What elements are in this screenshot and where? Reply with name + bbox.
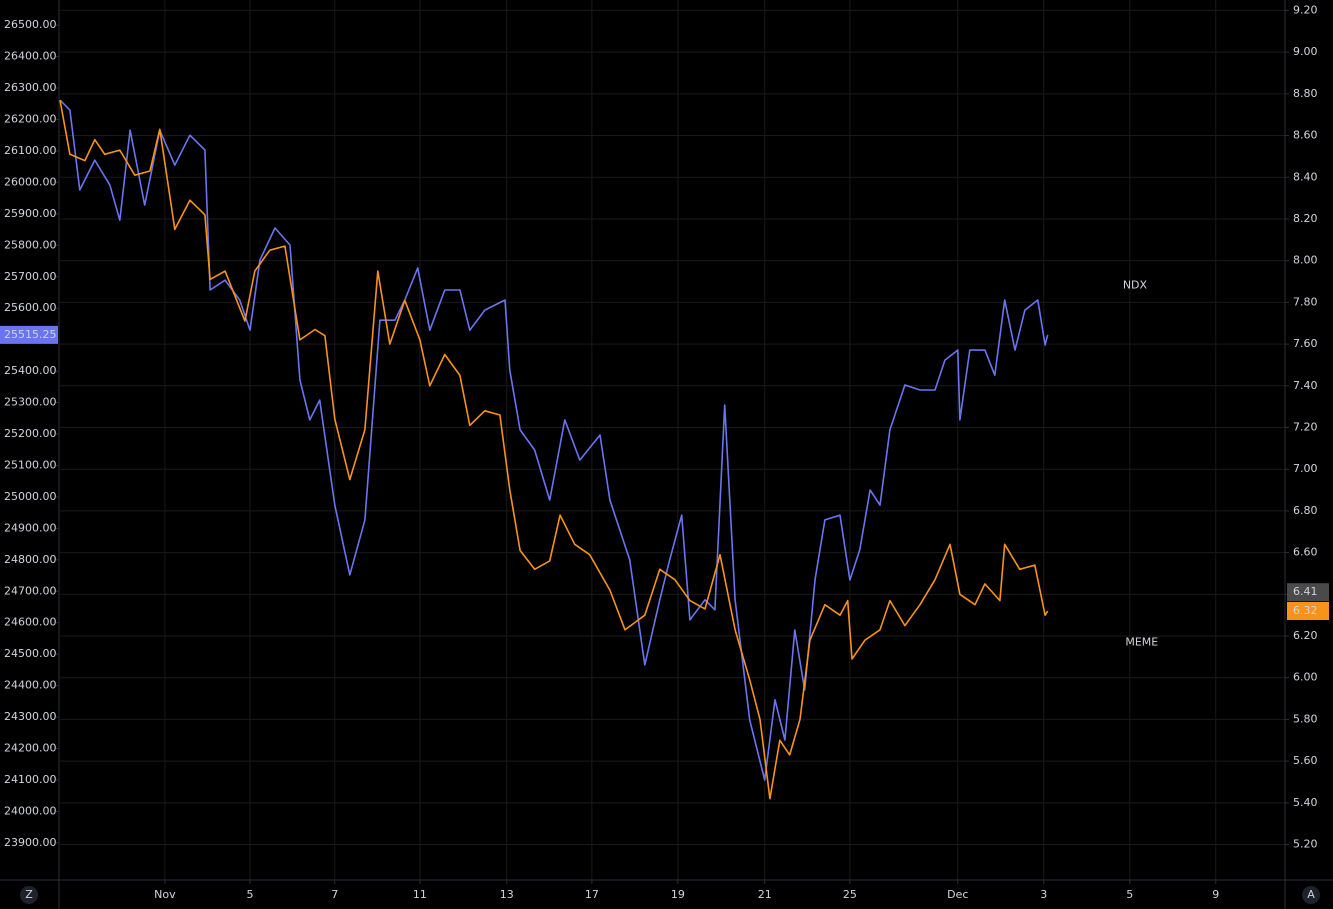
x-tick-label: 7 xyxy=(331,888,338,901)
y-tick-label: 26200.00 xyxy=(4,113,57,126)
y-tick-label: 24200.00 xyxy=(4,742,57,755)
y-tick-label: 24700.00 xyxy=(4,584,57,597)
y2-tick-label: 7.20 xyxy=(1293,420,1318,433)
y-tick-label: 26300.00 xyxy=(4,81,57,94)
y-tick-label: 26000.00 xyxy=(4,175,57,188)
button-label[interactable]: Z xyxy=(25,888,33,901)
y-tick-label: 24900.00 xyxy=(4,521,57,534)
y2-tick-label: 8.20 xyxy=(1293,212,1318,225)
y2-tick-label: 9.20 xyxy=(1293,3,1318,16)
x-tick-label: 5 xyxy=(247,888,254,901)
y2-tick-label: 8.40 xyxy=(1293,170,1318,183)
price-tag xyxy=(1287,583,1329,602)
price-tag xyxy=(0,325,58,344)
price-tag-label: 6.41 xyxy=(1293,585,1318,598)
y2-tick-label: 8.60 xyxy=(1293,129,1318,142)
y2-tick-label: 5.40 xyxy=(1293,796,1318,809)
y-tick-label: 25000.00 xyxy=(4,490,57,503)
button[interactable] xyxy=(20,886,38,904)
y-tick-label: 25200.00 xyxy=(4,427,57,440)
annotation: NDX xyxy=(1123,279,1148,292)
price-tag-label: 6.32 xyxy=(1293,604,1318,617)
y2-tick-label: 7.60 xyxy=(1293,337,1318,350)
y-tick-label: 25700.00 xyxy=(4,270,57,283)
y-tick-label: 25900.00 xyxy=(4,207,57,220)
button[interactable] xyxy=(1302,886,1320,904)
x-tick-label: 3 xyxy=(1040,888,1047,901)
y2-tick-label: 5.60 xyxy=(1293,754,1318,767)
y-tick-label: 23900.00 xyxy=(4,836,57,849)
y2-tick-label: 7.00 xyxy=(1293,462,1318,475)
x-tick-label: 17 xyxy=(585,888,599,901)
y-tick-label: 26400.00 xyxy=(4,50,57,63)
x-tick-label: Dec xyxy=(947,888,968,901)
y2-tick-label: 9.00 xyxy=(1293,45,1318,58)
y2-tick-label: 6.60 xyxy=(1293,546,1318,559)
price-tag xyxy=(1287,601,1329,620)
x-tick-label: Nov xyxy=(154,888,176,901)
y-tick-label: 26500.00 xyxy=(4,18,57,31)
y2-tick-label: 6.00 xyxy=(1293,671,1318,684)
x-tick-label: 13 xyxy=(500,888,514,901)
button-label[interactable]: A xyxy=(1307,888,1315,901)
y-tick-label: 24000.00 xyxy=(4,804,57,817)
y2-tick-label: 6.80 xyxy=(1293,504,1318,517)
y-tick-label: 24100.00 xyxy=(4,773,57,786)
price-tag-label: 25515.25 xyxy=(4,328,57,341)
annotation: MEME xyxy=(1125,635,1158,648)
y-tick-label: 24600.00 xyxy=(4,616,57,629)
x-tick-label: 11 xyxy=(413,888,427,901)
y-tick-label: 26100.00 xyxy=(4,144,57,157)
y-tick-label: 24400.00 xyxy=(4,679,57,692)
series-line xyxy=(59,99,1049,800)
y2-tick-label: 7.40 xyxy=(1293,379,1318,392)
x-tick-label: 21 xyxy=(758,888,772,901)
y-tick-label: 25300.00 xyxy=(4,396,57,409)
y-tick-label: 25600.00 xyxy=(4,301,57,314)
y2-tick-label: 8.80 xyxy=(1293,87,1318,100)
y2-tick-label: 5.80 xyxy=(1293,712,1318,725)
y2-tick-label: 8.00 xyxy=(1293,254,1318,267)
x-tick-label: 9 xyxy=(1212,888,1219,901)
y-tick-label: 24800.00 xyxy=(4,553,57,566)
y2-tick-label: 7.80 xyxy=(1293,295,1318,308)
y2-tick-label: 5.20 xyxy=(1293,838,1318,851)
y-tick-label: 25400.00 xyxy=(4,364,57,377)
x-tick-label: 5 xyxy=(1126,888,1133,901)
y-tick-label: 24300.00 xyxy=(4,710,57,723)
y-tick-label: 24500.00 xyxy=(4,647,57,660)
y-tick-label: 25100.00 xyxy=(4,458,57,471)
y-tick-label: 25800.00 xyxy=(4,238,57,251)
x-tick-label: 19 xyxy=(671,888,685,901)
y2-tick-label: 6.20 xyxy=(1293,629,1318,642)
x-tick-label: 25 xyxy=(843,888,857,901)
